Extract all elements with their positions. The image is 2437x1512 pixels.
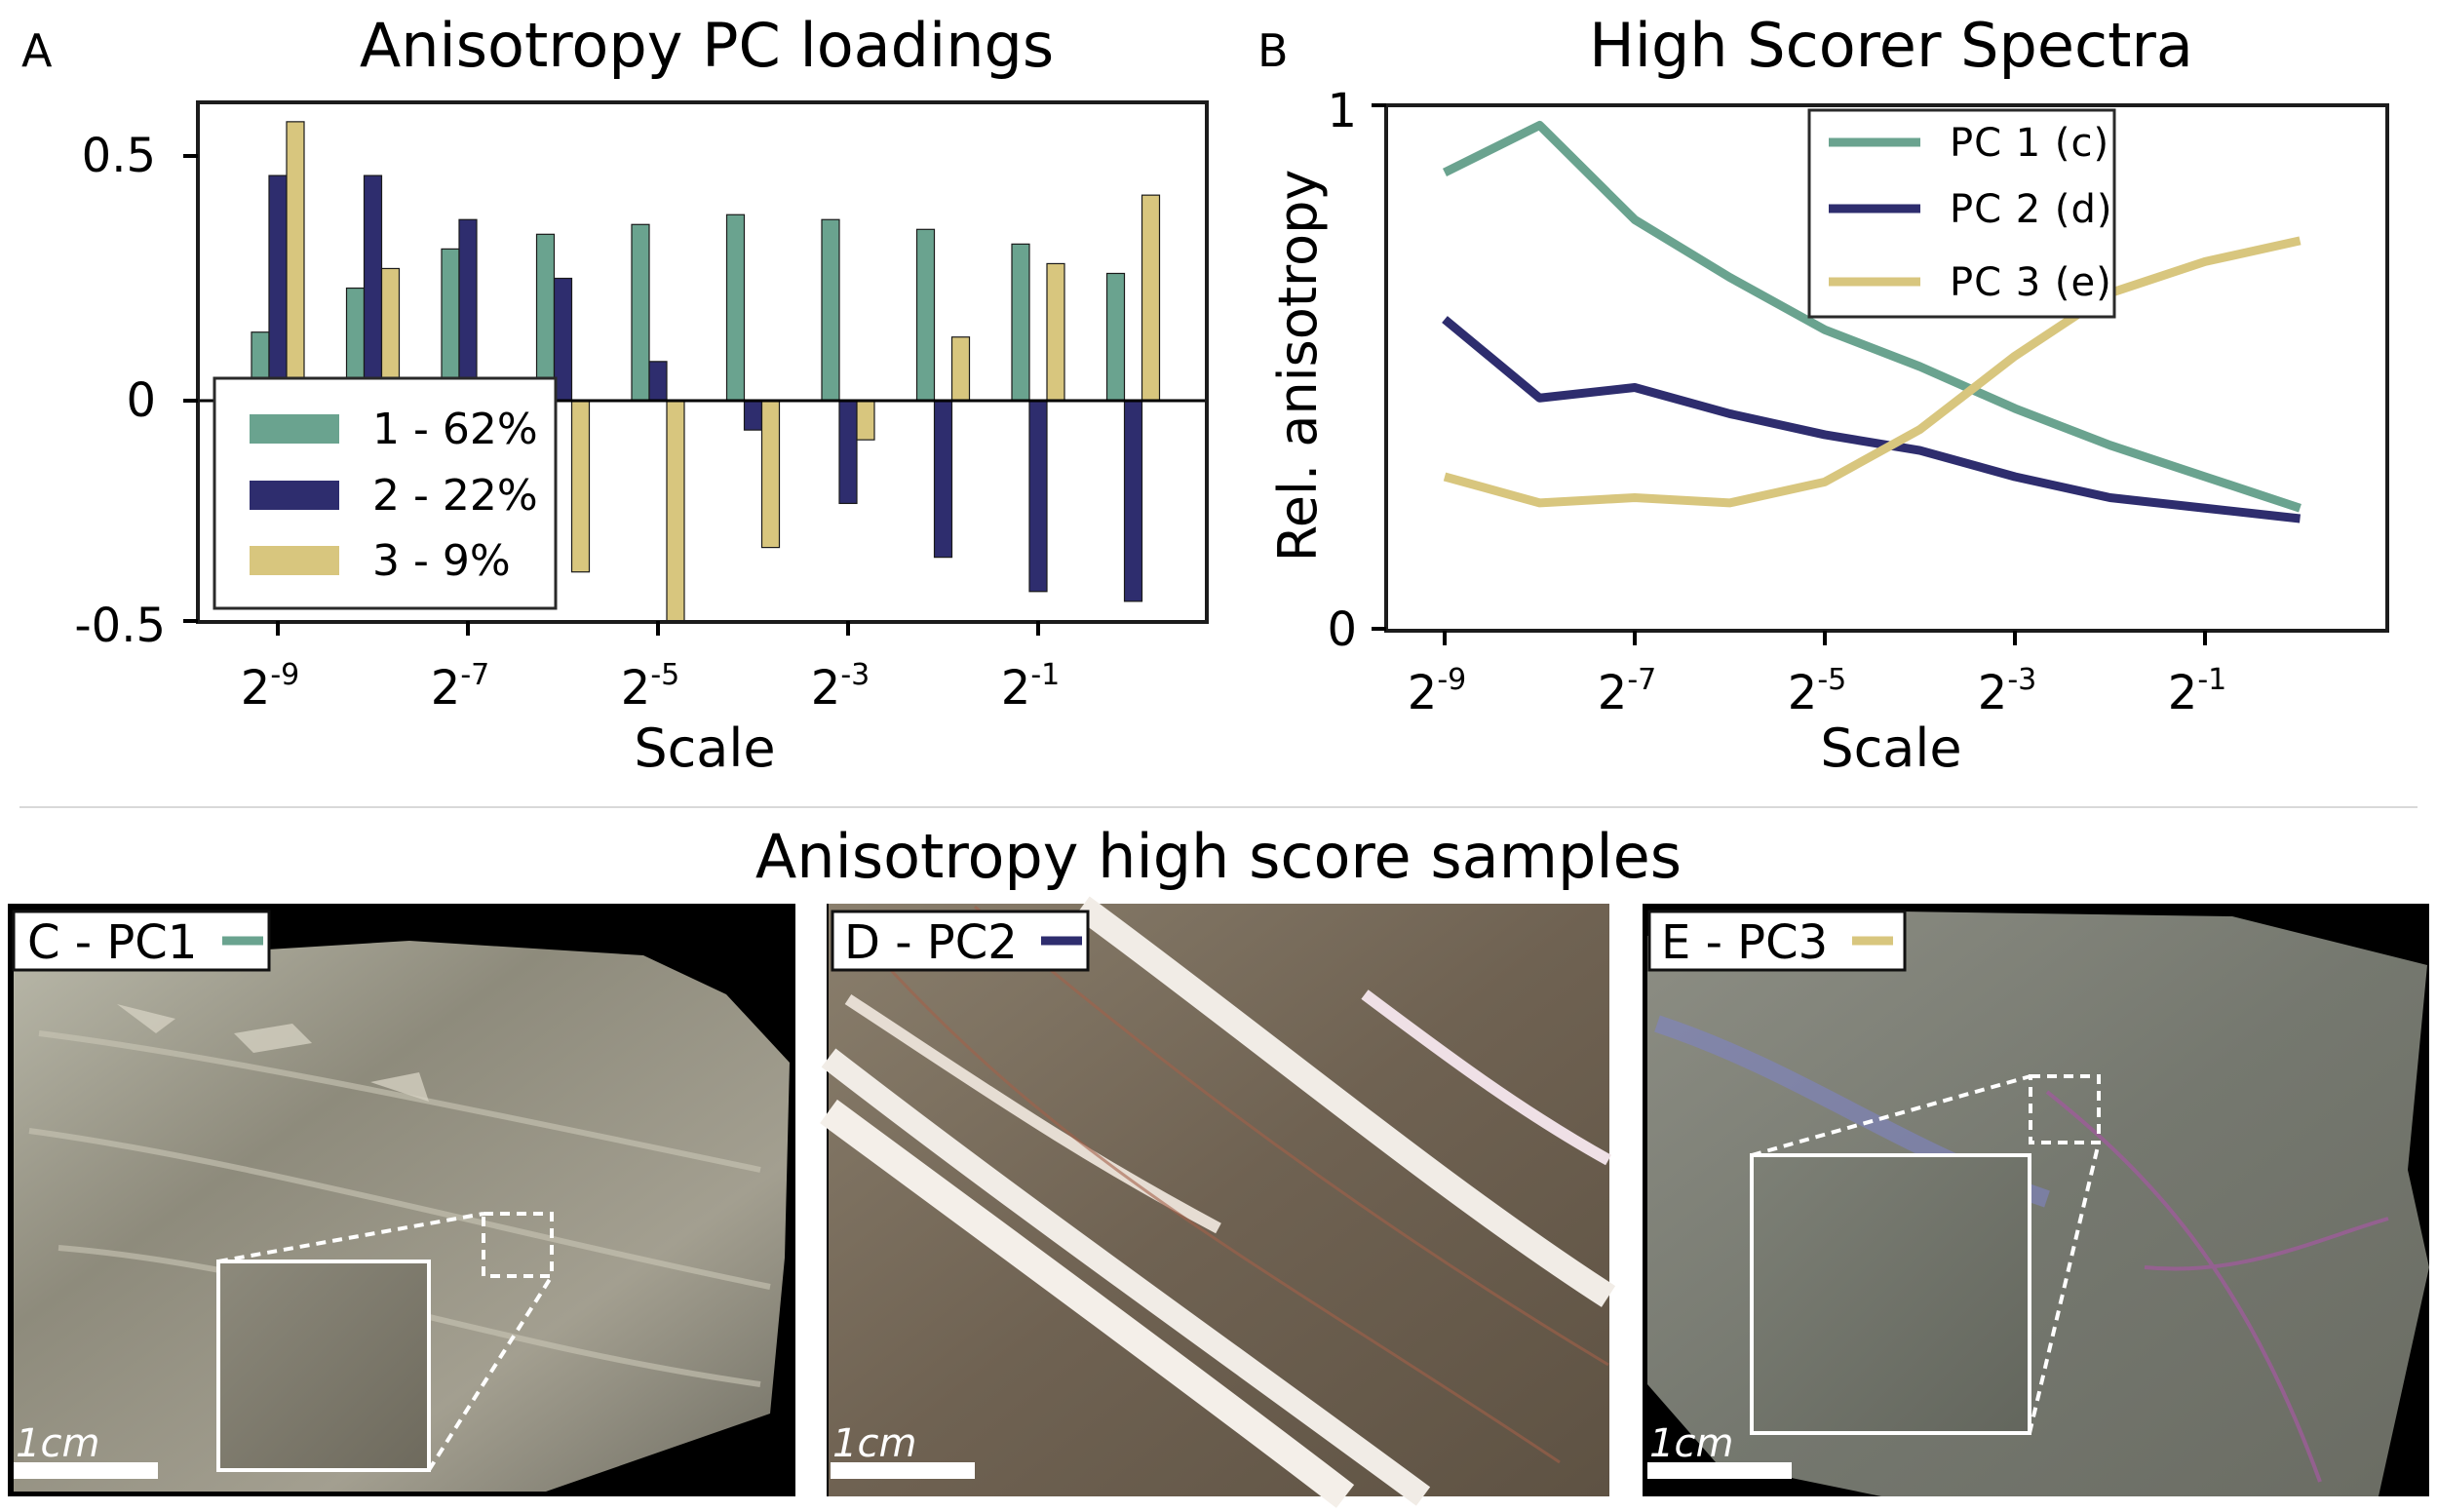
panel-a-x-tick-label: 2-5 — [621, 658, 679, 716]
legend-label-pc1: 1 - 62% — [372, 405, 538, 454]
bar-pc1-scale--3 — [821, 218, 840, 402]
bar-pc1-scale--5 — [631, 223, 650, 402]
panel-b-x-tick-label: 2-9 — [1408, 663, 1466, 720]
panel-a-y-ticks: 0.5 0 -0.5 — [74, 129, 198, 653]
panel-a-x-tick-label: 2-3 — [811, 658, 870, 716]
bar-pc3-scale--3 — [856, 400, 875, 441]
scale-text-e: 1cm — [1649, 1421, 1733, 1466]
line-pc1 — [1442, 121, 2302, 513]
panel-b-x-ticks: 2-9 2-7 2-5 2-3 2-1 — [1408, 631, 2226, 720]
zoom-region-e — [2029, 1074, 2101, 1144]
panel-a-x-tick-label: 2-7 — [431, 658, 489, 716]
bar-pc2-scale--4 — [743, 400, 763, 431]
zoom-inset-c — [216, 1260, 431, 1472]
panel-a-letter: A — [21, 24, 53, 77]
panel-a-frame — [196, 100, 1209, 624]
panel-b-x-tick-label: 2-5 — [1788, 663, 1846, 720]
legend-swatch-pc3 — [250, 546, 339, 575]
scale-text-d: 1cm — [832, 1421, 916, 1466]
legend-label-pc2: 2 - 22% — [372, 471, 538, 521]
sample-label-d: D - PC2 — [844, 915, 1018, 970]
panel-a-legend: 1 - 62% 2 - 22% 3 - 9% — [213, 376, 558, 610]
bar-pc1-scale--2 — [915, 228, 936, 402]
panel-a: A Anisotropy PC loadings 0.5 0 -0.5 2-9 2… — [21, 10, 1209, 779]
bar-pc2-scale-0 — [1123, 400, 1143, 602]
panel-a-x-axis-label: Scale — [634, 717, 775, 779]
bar-pc3-scale--4 — [760, 400, 781, 549]
bar-pc3-scale-0 — [1141, 194, 1161, 402]
panel-a-y-tick-label: 0 — [126, 373, 156, 428]
panel-a-x-tick-label: 2-9 — [241, 658, 299, 716]
panel-b-x-tick-label: 2-1 — [2168, 663, 2226, 720]
legend-swatch-pc2 — [250, 481, 339, 510]
panel-b-x-tick-label: 2-3 — [1978, 663, 2036, 720]
legend-label-pc3: 3 - 9% — [372, 536, 511, 586]
scale-bar-e — [1647, 1462, 1792, 1479]
bar-pc1-scale-0 — [1105, 272, 1126, 402]
panel-a-x-ticks: 2-9 2-7 2-5 2-3 2-1 — [241, 621, 1060, 716]
panel-a-bars — [251, 121, 1161, 622]
scale-bar-d — [831, 1462, 975, 1479]
panel-b-x-tick-label: 2-7 — [1598, 663, 1656, 720]
bar-pc3-scale--6 — [570, 400, 591, 573]
bar-pc3-scale--2 — [950, 336, 971, 402]
panel-b-lines — [1442, 121, 2302, 523]
bar-pc1-scale--6 — [535, 233, 556, 402]
zoom-inset-e — [1750, 1153, 2031, 1435]
panel-b-x-axis-label: Scale — [1820, 717, 1961, 779]
panel-a-y-tick-label: -0.5 — [74, 599, 166, 653]
bar-pc3-scale--1 — [1046, 262, 1065, 402]
zoom-region-c — [482, 1212, 554, 1278]
panel-b-y-tick-label: 1 — [1327, 84, 1357, 138]
panel-b-frame — [1384, 103, 2389, 633]
bar-pc2-scale--3 — [838, 400, 858, 505]
legend-swatch-pc1 — [250, 414, 339, 444]
bar-pc2-scale--5 — [648, 361, 668, 402]
legend-label-pc1: PC 1 (c) — [1950, 121, 2109, 166]
sample-photo-c: C - PC1 1cm — [8, 904, 795, 1496]
panel-b-legend: PC 1 (c) PC 2 (d) PC 3 (e) — [1807, 108, 2116, 319]
legend-label-pc3: PC 3 (e) — [1950, 260, 2112, 305]
panel-a-x-tick-label: 2-1 — [1001, 658, 1060, 716]
bar-pc1-scale--1 — [1011, 243, 1030, 402]
panel-b-y-ticks: 1 0 — [1327, 84, 1386, 657]
scale-bar-c — [14, 1462, 158, 1479]
line-pc2 — [1442, 316, 2301, 523]
legend-label-pc2: PC 2 (d) — [1950, 187, 2113, 232]
panel-b: B High Scorer Spectra 1 0 Rel. anisotrop… — [1257, 10, 2389, 779]
bar-pc3-scale--9 — [286, 121, 305, 402]
bar-pc3-scale--5 — [666, 400, 685, 622]
sample-label-e: E - PC3 — [1661, 915, 1828, 970]
panel-b-title: High Scorer Spectra — [1589, 10, 2193, 81]
bar-pc2-scale--1 — [1028, 400, 1048, 593]
sample-photo-e: E - PC3 1cm — [1643, 904, 2429, 1496]
panel-b-letter: B — [1257, 24, 1289, 77]
bar-pc2-scale--9 — [268, 174, 288, 402]
bar-pc1-scale--4 — [725, 213, 746, 402]
scale-text-c: 1cm — [16, 1421, 99, 1466]
panel-b-y-tick-label: 0 — [1327, 602, 1357, 657]
bar-pc2-scale--8 — [363, 174, 383, 402]
line-pc3 — [1443, 236, 2302, 508]
panel-a-title: Anisotropy PC loadings — [360, 10, 1054, 81]
samples-title: Anisotropy high score samples — [755, 821, 1682, 892]
bar-pc2-scale--7 — [458, 218, 478, 402]
sample-photo-d: D - PC2 1cm — [820, 896, 1616, 1508]
bar-pc2-scale--2 — [933, 400, 953, 559]
sample-label-c: C - PC1 — [27, 915, 197, 970]
panel-a-y-tick-label: 0.5 — [82, 129, 156, 183]
panel-b-y-axis-label: Rel. anisotropy — [1267, 170, 1329, 562]
